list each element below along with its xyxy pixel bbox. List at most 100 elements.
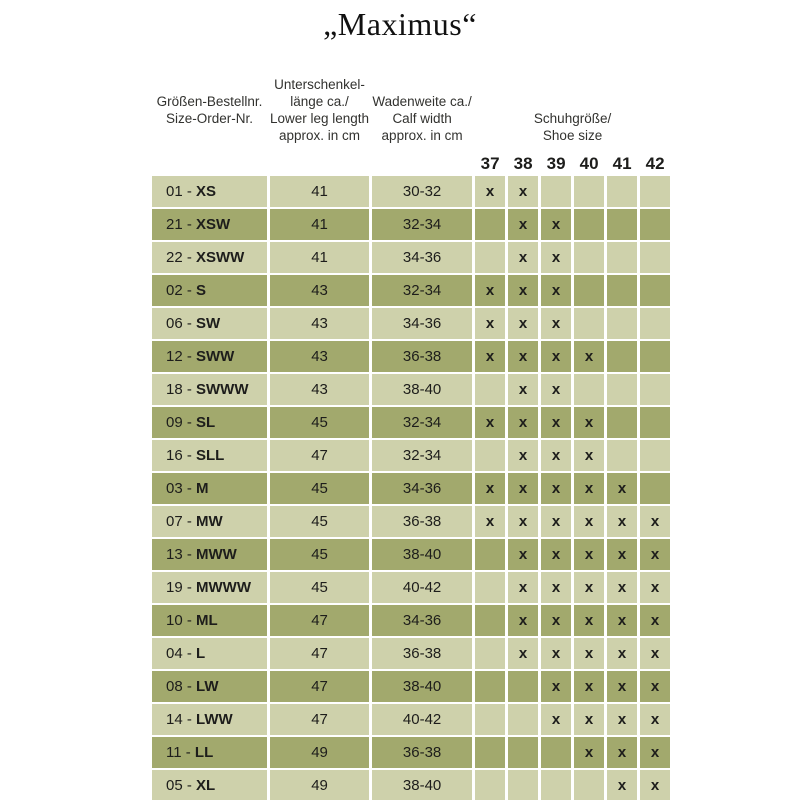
shoe-mark-cell-38: x: [508, 539, 539, 570]
availability-x-mark: x: [485, 315, 495, 332]
table-row: 06 - SW 43 34-36 x x x: [152, 308, 671, 339]
order-number: 06 -: [166, 315, 197, 332]
availability-x-mark: x: [650, 744, 660, 761]
shoe-mark-cell-38: x: [508, 374, 539, 405]
shoe-mark-cell-41: x: [607, 605, 638, 636]
table-row: 19 - MWWW 45 40-42 x x x x x: [152, 572, 671, 603]
size-order-cell: 04 - L: [152, 638, 267, 669]
availability-x-mark: x: [650, 579, 660, 596]
shoe-mark-cell-41: [607, 242, 638, 273]
size-order-cell: 16 - SLL: [152, 440, 267, 471]
size-code: LWW: [196, 711, 233, 728]
shoe-mark-cell-37: [475, 209, 506, 240]
shoe-mark-cell-38: x: [508, 209, 539, 240]
availability-x-mark: x: [518, 282, 528, 299]
calf-width-cell: 38-40: [372, 539, 473, 570]
leg-length-cell: 43: [270, 275, 370, 306]
shoe-mark-cell-38: [508, 671, 539, 702]
shoe-mark-cell-37: x: [475, 407, 506, 438]
size-order-cell: 18 - SWWW: [152, 374, 267, 405]
leg-length-cell: 41: [270, 176, 370, 207]
availability-x-mark: x: [650, 645, 660, 662]
shoe-mark-cell-42: x: [640, 737, 671, 768]
header-calf-width: Wadenweite ca./ Calf width approx. in cm: [372, 57, 473, 144]
order-number: 22 -: [166, 249, 197, 266]
shoe-mark-cell-40: x: [574, 341, 605, 372]
shoe-mark-cell-40: x: [574, 506, 605, 537]
order-number: 08 -: [166, 678, 197, 695]
leg-length-cell: 49: [270, 770, 370, 800]
spacer-cell: [372, 146, 473, 174]
availability-x-mark: x: [485, 414, 495, 431]
table-row: 22 - XSWW 41 34-36 x x: [152, 242, 671, 273]
shoe-mark-cell-42: x: [640, 638, 671, 669]
size-code: XL: [196, 777, 216, 794]
availability-x-mark: x: [518, 645, 528, 662]
order-number: 05 -: [166, 777, 197, 794]
shoe-mark-cell-37: x: [475, 473, 506, 504]
shoe-mark-cell-39: x: [541, 407, 572, 438]
shoe-size-numbers-row: 37 38 39 40 41 42: [152, 146, 671, 174]
size-code: SW: [196, 315, 221, 332]
size-order-cell: 13 - MWW: [152, 539, 267, 570]
availability-x-mark: x: [551, 645, 561, 662]
shoe-mark-cell-40: [574, 308, 605, 339]
shoe-mark-cell-37: [475, 440, 506, 471]
order-number: 21 -: [166, 216, 197, 233]
leg-length-cell: 45: [270, 407, 370, 438]
shoe-mark-cell-39: x: [541, 209, 572, 240]
table-row: 16 - SLL 47 32-34 x x x: [152, 440, 671, 471]
shoe-mark-cell-37: [475, 572, 506, 603]
header-lower-leg-length: Unterschenkel- länge ca./ Lower leg leng…: [270, 57, 370, 144]
shoe-mark-cell-37: [475, 539, 506, 570]
availability-x-mark: x: [518, 249, 528, 266]
availability-x-mark: x: [485, 183, 495, 200]
shoe-mark-cell-40: x: [574, 539, 605, 570]
header-line: Größen-Bestellnr.: [156, 94, 263, 109]
shoe-mark-cell-39: x: [541, 440, 572, 471]
header-line: Calf width: [392, 111, 452, 126]
availability-x-mark: x: [551, 579, 561, 596]
size-order-cell: 21 - XSW: [152, 209, 267, 240]
size-order-cell: 01 - XS: [152, 176, 267, 207]
shoe-mark-cell-42: [640, 374, 671, 405]
size-order-cell: 07 - MW: [152, 506, 267, 537]
calf-width-cell: 38-40: [372, 671, 473, 702]
shoe-mark-cell-40: x: [574, 407, 605, 438]
availability-x-mark: x: [584, 414, 594, 431]
calf-width-cell: 34-36: [372, 308, 473, 339]
calf-width-cell: 32-34: [372, 440, 473, 471]
size-code: XS: [196, 183, 217, 200]
size-order-cell: 06 - SW: [152, 308, 267, 339]
leg-length-cell: 43: [270, 341, 370, 372]
page-title: „Maximus“: [323, 6, 477, 42]
availability-x-mark: x: [518, 513, 528, 530]
calf-width-cell: 36-38: [372, 506, 473, 537]
size-code: ML: [196, 612, 218, 629]
header-line: approx. in cm: [381, 128, 463, 143]
table-row: 07 - MW 45 36-38 x x x x x x: [152, 506, 671, 537]
size-code: SLL: [196, 447, 225, 464]
availability-x-mark: x: [551, 480, 561, 497]
shoe-mark-cell-41: [607, 176, 638, 207]
availability-x-mark: x: [551, 216, 561, 233]
size-order-cell: 22 - XSWW: [152, 242, 267, 273]
shoe-mark-cell-39: x: [541, 572, 572, 603]
availability-x-mark: x: [551, 348, 561, 365]
shoe-mark-cell-38: x: [508, 341, 539, 372]
size-order-cell: 08 - LW: [152, 671, 267, 702]
calf-width-cell: 34-36: [372, 605, 473, 636]
order-number: 01 -: [166, 183, 197, 200]
shoe-mark-cell-39: x: [541, 605, 572, 636]
size-code: M: [196, 480, 209, 497]
shoe-mark-cell-42: [640, 440, 671, 471]
size-code: S: [196, 282, 207, 299]
shoe-mark-cell-39: x: [541, 275, 572, 306]
header-shoe-size-group: Schuhgröße/ Shoe size: [475, 57, 671, 144]
shoe-mark-cell-38: x: [508, 308, 539, 339]
shoe-mark-cell-39: [541, 737, 572, 768]
shoe-mark-cell-41: [607, 374, 638, 405]
shoe-mark-cell-37: [475, 605, 506, 636]
shoe-mark-cell-37: [475, 638, 506, 669]
availability-x-mark: x: [617, 777, 627, 794]
